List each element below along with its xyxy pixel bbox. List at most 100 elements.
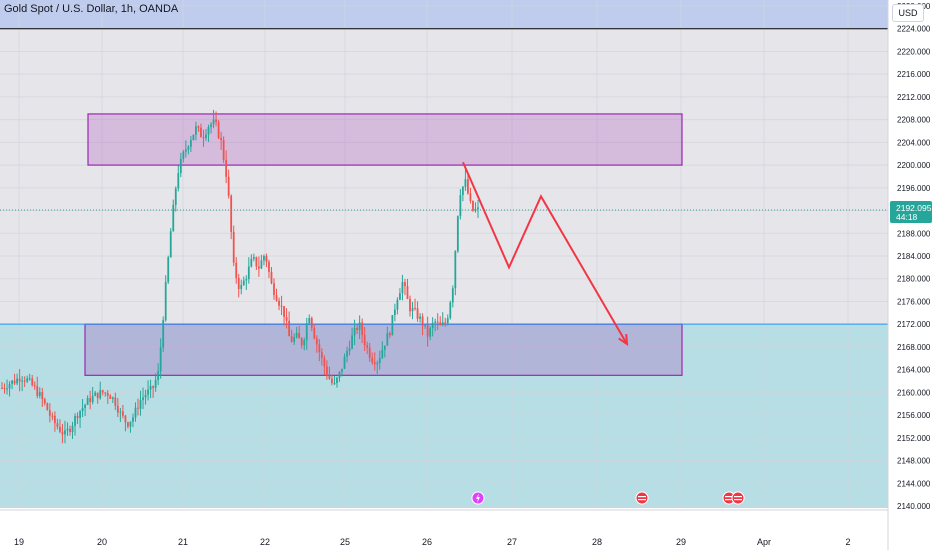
candle (245, 279, 248, 281)
candle (127, 422, 129, 427)
price-tick-label: 2148.000 (897, 457, 931, 466)
candle (431, 322, 434, 329)
lightning-event-icon[interactable] (471, 491, 485, 505)
candle (325, 366, 328, 376)
upper-zone[interactable] (87, 113, 683, 166)
candle (358, 322, 361, 331)
candle (8, 384, 11, 389)
candle (207, 127, 210, 135)
candle (142, 397, 144, 401)
candle (195, 126, 197, 135)
candle (303, 340, 306, 346)
candle (356, 327, 359, 331)
candle (33, 385, 36, 387)
us-flag-event-icon-circle (635, 491, 649, 505)
candle (41, 392, 44, 400)
candle (230, 195, 233, 232)
us-flag-event-icon-circle (731, 491, 745, 505)
price-tick-label: 2180.000 (897, 275, 931, 284)
candle (43, 399, 46, 404)
countdown-label: 44:18 (896, 212, 918, 222)
candle (132, 417, 134, 422)
candle (467, 179, 469, 194)
projection-path[interactable] (462, 161, 628, 345)
candle (84, 404, 87, 408)
candle (436, 321, 439, 323)
flag-stripe (725, 499, 733, 501)
candle (74, 416, 76, 426)
candle (409, 299, 411, 312)
time-tick-label: 26 (422, 537, 432, 547)
candle (16, 378, 19, 384)
time-tick-label: 20 (97, 537, 107, 547)
candle (421, 316, 424, 326)
candle (456, 216, 459, 252)
time-tick-label: 21 (178, 537, 188, 547)
candle (426, 325, 429, 337)
plot-background (0, 0, 888, 508)
candle (51, 415, 54, 417)
candle (157, 371, 160, 381)
candle (26, 378, 29, 382)
lower-shaded-region (0, 324, 888, 508)
candle (346, 351, 348, 357)
candle (177, 173, 180, 189)
candle (237, 277, 240, 289)
price-tick-label: 2168.000 (897, 343, 931, 352)
candle (94, 392, 97, 396)
currency-button[interactable]: USD (892, 4, 924, 22)
candle (288, 320, 291, 337)
candle (31, 378, 34, 386)
candle (205, 134, 207, 139)
candle (451, 288, 454, 303)
candle (383, 345, 386, 350)
last-price-badge (890, 201, 932, 224)
time-tick-label: Apr (757, 537, 771, 547)
flag-stripe (638, 496, 646, 498)
time-axis-background (0, 508, 888, 550)
us-flag-event-icon[interactable] (635, 491, 649, 505)
candle (99, 390, 102, 399)
candle (139, 400, 142, 409)
upper-shaded-region (0, 0, 888, 29)
time-tick-label: 19 (14, 537, 24, 547)
candle (295, 332, 298, 338)
candle (320, 352, 323, 358)
candle (283, 306, 285, 317)
candle (222, 140, 225, 160)
candle (21, 380, 24, 382)
candle (240, 285, 243, 289)
projection-arrowhead (618, 334, 629, 347)
candle (76, 416, 79, 418)
candle (461, 186, 464, 196)
candle (444, 322, 447, 324)
candle (162, 320, 165, 348)
candle (265, 256, 268, 262)
candle (154, 380, 157, 388)
price-tick-label: 2176.000 (897, 297, 931, 306)
candle (217, 122, 220, 138)
candle (96, 392, 99, 399)
candle (472, 200, 474, 211)
candle (200, 127, 202, 138)
lower-zone[interactable] (84, 323, 683, 376)
us-flag-event-icon[interactable] (731, 491, 745, 505)
candle (225, 159, 228, 177)
candle (164, 281, 167, 321)
time-tick-label: 28 (592, 537, 602, 547)
candle (66, 428, 69, 431)
candle (257, 266, 260, 269)
candle (300, 338, 303, 346)
candle (227, 176, 230, 196)
last-price-label: 2192.095 (896, 203, 932, 213)
candle (182, 151, 185, 159)
candle (86, 398, 89, 405)
candle (406, 286, 409, 300)
candle (184, 149, 187, 152)
candle (36, 386, 39, 396)
candle (373, 362, 376, 365)
candle (252, 257, 255, 259)
candle (280, 305, 283, 307)
